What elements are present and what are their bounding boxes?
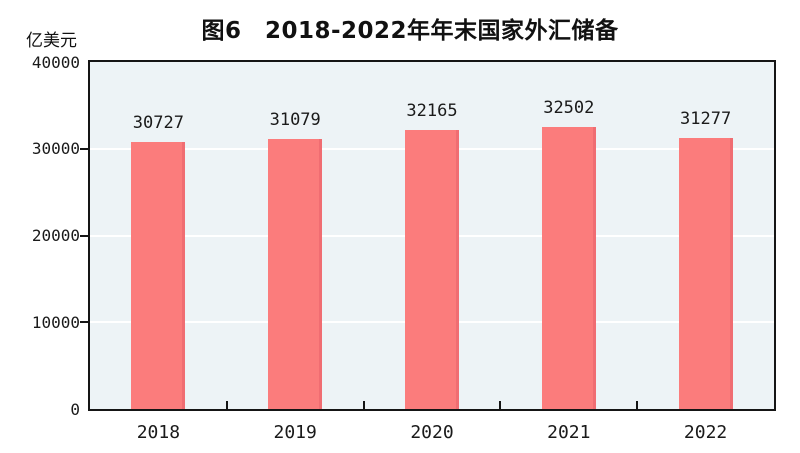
bar <box>678 137 733 409</box>
chart-title: 图6 2018-2022年年末国家外汇储备 <box>201 18 619 44</box>
bar-value-label: 31277 <box>680 108 732 129</box>
x-axis-label: 2022 <box>683 422 728 443</box>
x-axis-tick <box>636 401 639 409</box>
bar-value-label: 32165 <box>406 100 458 121</box>
y-axis-tick-label: 0 <box>70 399 80 419</box>
y-axis-unit-label: 亿美元 <box>26 31 77 51</box>
y-axis-tick <box>80 234 88 237</box>
x-axis-label: 2020 <box>410 422 454 443</box>
bar <box>268 139 323 409</box>
x-axis-tick <box>225 401 228 409</box>
plot-area: 30727 31079 32165 32502 31277 <box>88 60 776 411</box>
x-axis-label: 2018 <box>136 422 181 443</box>
bar-value-label: 30727 <box>132 113 184 134</box>
bar <box>405 129 459 409</box>
x-axis-tick <box>362 401 365 409</box>
y-axis-tick-label: 10000 <box>31 312 80 332</box>
x-axis-tick <box>499 401 502 409</box>
x-axis-label: 2021 <box>547 422 591 443</box>
x-axis-label: 2019 <box>273 422 317 443</box>
y-axis-tick <box>80 147 88 150</box>
bar <box>541 127 596 409</box>
bar-value-label: 32502 <box>543 98 595 119</box>
y-axis-tick-label: 40000 <box>31 52 80 72</box>
y-axis-tick <box>80 321 88 324</box>
y-axis-tick-label: 20000 <box>31 226 80 245</box>
y-axis-tick-label: 30000 <box>31 139 80 159</box>
bar <box>131 142 186 409</box>
bar-value-label: 31079 <box>269 110 321 131</box>
